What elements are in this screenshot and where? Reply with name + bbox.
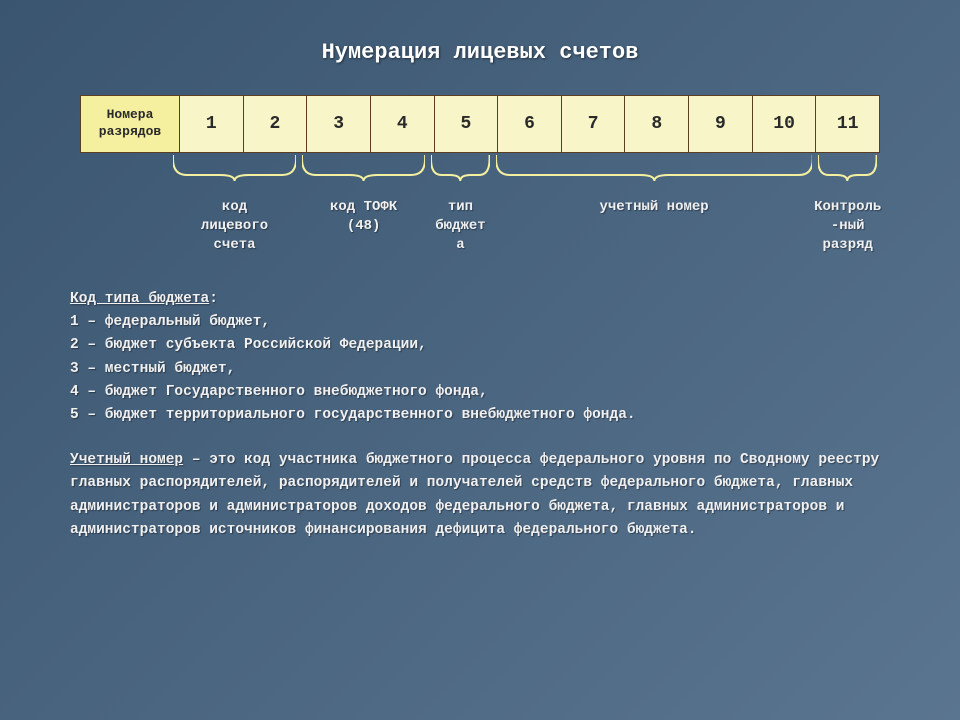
digit-cell: 2 <box>244 96 308 152</box>
digit-cell: 11 <box>816 96 879 152</box>
legend-item: 5 – бюджет территориального государствен… <box>70 404 890 427</box>
digit-table: Номера разрядов 1234567891011 <box>80 95 880 153</box>
group-brace <box>431 155 490 183</box>
digit-cell: 5 <box>435 96 499 152</box>
legend-item: 1 – федеральный бюджет, <box>70 311 890 334</box>
description-title: Учетный номер <box>70 452 183 468</box>
digit-cell: 6 <box>498 96 562 152</box>
group-label: Контроль -ный разряд <box>803 198 893 255</box>
digit-cell: 9 <box>689 96 753 152</box>
digit-cell: 10 <box>753 96 817 152</box>
group-brace <box>302 155 425 183</box>
legend-title: Код типа бюджета <box>70 291 209 307</box>
digit-cell: 4 <box>371 96 435 152</box>
legend-item: 3 – местный бюджет, <box>70 358 890 381</box>
table-header-cell: Номера разрядов <box>81 96 180 152</box>
digit-cell: 7 <box>562 96 626 152</box>
digit-cell: 1 <box>180 96 244 152</box>
legend-item: 2 – бюджет субъекта Российской Федерации… <box>70 334 890 357</box>
legend-items: 1 – федеральный бюджет,2 – бюджет субъек… <box>70 311 890 427</box>
group-brace <box>496 155 813 183</box>
digit-cell: 3 <box>307 96 371 152</box>
digit-cell: 8 <box>625 96 689 152</box>
group-brace <box>818 155 877 183</box>
legend-block: Код типа бюджета: 1 – федеральный бюджет… <box>70 288 890 542</box>
legend-title-line: Код типа бюджета: <box>70 288 890 311</box>
description-text: – это код участника бюджетного процесса … <box>70 452 879 538</box>
braces-row <box>80 153 880 198</box>
page-title: Нумерация лицевых счетов <box>70 40 890 65</box>
group-brace <box>173 155 296 183</box>
group-label: учетный номер <box>481 198 828 217</box>
description-block: Учетный номер – это код участника бюджет… <box>70 449 890 542</box>
legend-item: 4 – бюджет Государственного внебюджетног… <box>70 381 890 404</box>
labels-row: код лицевого счетакод ТОФК (48)тип бюдже… <box>80 198 880 268</box>
